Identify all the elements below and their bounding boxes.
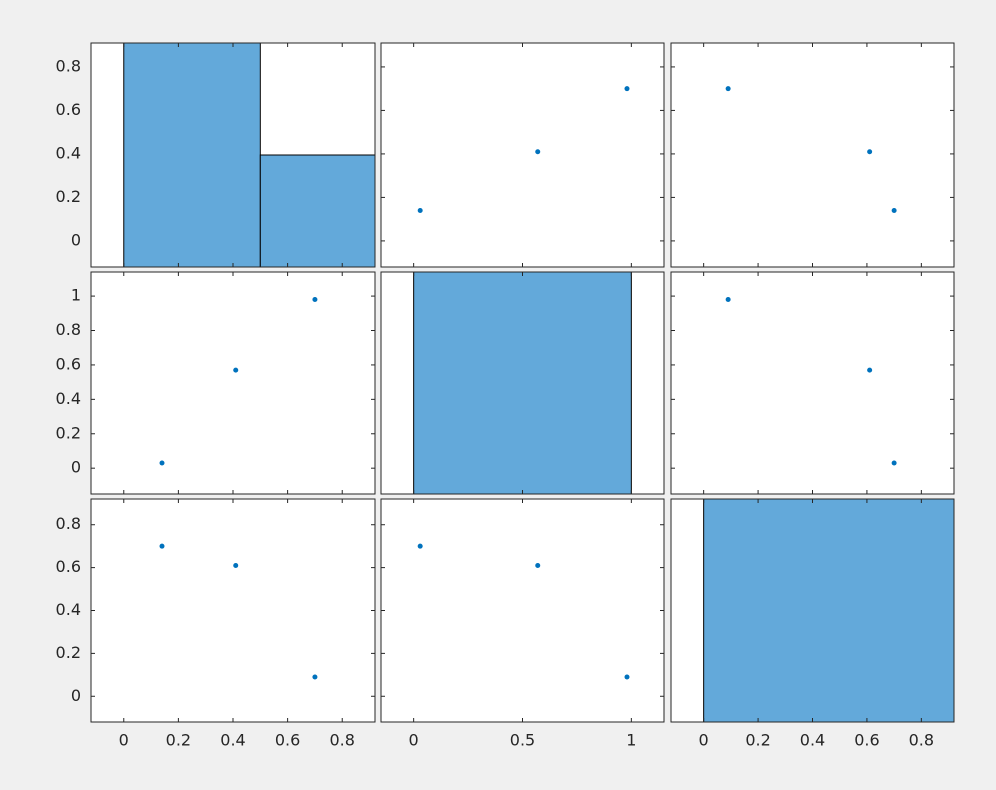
cell xyxy=(159,543,318,680)
axes-box xyxy=(90,42,376,268)
cell xyxy=(725,297,897,466)
cell xyxy=(413,272,632,494)
point xyxy=(624,674,630,680)
cell xyxy=(417,86,630,213)
axes-bg xyxy=(671,43,954,267)
y-tick-label: 0.4 xyxy=(56,600,81,619)
point xyxy=(535,149,541,155)
axes-box xyxy=(380,42,665,268)
y-tick-label: 0.4 xyxy=(56,389,81,408)
point xyxy=(233,562,239,568)
axes-bg xyxy=(381,499,664,722)
axes-box xyxy=(90,271,376,495)
y-tick-label: 0.8 xyxy=(56,56,81,75)
y-tick-label: 0 xyxy=(71,458,81,477)
point xyxy=(312,297,318,303)
point xyxy=(159,543,165,549)
axes-box xyxy=(670,42,955,268)
x-tick-label: 0.6 xyxy=(854,731,879,750)
axes-box xyxy=(670,498,955,723)
y-tick-label: 0.8 xyxy=(56,514,81,533)
axes-bg xyxy=(381,43,664,267)
cell xyxy=(159,297,318,466)
y-tick-label: 0 xyxy=(71,686,81,705)
y-tick-label: 1 xyxy=(71,286,81,305)
y-tick-label: 0.2 xyxy=(56,423,81,442)
x-tick-label: 0.4 xyxy=(800,731,825,750)
x-tick-label: 0.2 xyxy=(745,731,770,750)
point xyxy=(535,562,541,568)
y-tick-label: 0 xyxy=(71,230,81,249)
axes-box xyxy=(90,498,376,723)
y-tick-label: 0.6 xyxy=(56,557,81,576)
cell xyxy=(417,543,630,680)
x-tick-label: 1 xyxy=(626,731,636,750)
axes-bg xyxy=(671,272,954,494)
point xyxy=(417,543,423,549)
point xyxy=(891,207,897,213)
hist-bar xyxy=(413,272,632,494)
point xyxy=(725,86,731,92)
hist-bar xyxy=(123,43,261,267)
cell xyxy=(703,499,954,722)
x-tick-label: 0.4 xyxy=(220,731,245,750)
point xyxy=(417,207,423,213)
x-tick-label: 0.8 xyxy=(909,731,934,750)
x-tick-label: 0.5 xyxy=(510,731,535,750)
x-tick-label: 0 xyxy=(119,731,129,750)
point xyxy=(233,367,239,373)
y-tick-label: 0.8 xyxy=(56,320,81,339)
cell xyxy=(123,43,375,267)
axes-box xyxy=(380,271,665,495)
point xyxy=(891,460,897,466)
axes-bg xyxy=(91,499,375,722)
x-tick-label: 0.2 xyxy=(166,731,191,750)
y-tick-label: 0.6 xyxy=(56,354,81,373)
point xyxy=(867,367,873,373)
axes-bg xyxy=(91,272,375,494)
axes-box xyxy=(670,271,955,495)
x-tick-label: 0.6 xyxy=(275,731,300,750)
y-tick-label: 0.4 xyxy=(56,143,81,162)
x-tick-label: 0 xyxy=(409,731,419,750)
cell xyxy=(725,86,897,213)
hist-bar xyxy=(259,154,375,267)
y-tick-label: 0.2 xyxy=(56,187,81,206)
point xyxy=(725,297,731,303)
y-tick-label: 0.2 xyxy=(56,643,81,662)
point xyxy=(312,674,318,680)
axes-box xyxy=(380,498,665,723)
point xyxy=(159,460,165,466)
hist-bar xyxy=(703,499,954,722)
point xyxy=(867,149,873,155)
point xyxy=(624,86,630,92)
y-tick-label: 0.6 xyxy=(56,100,81,119)
x-tick-label: 0 xyxy=(699,731,709,750)
x-tick-label: 0.8 xyxy=(330,731,355,750)
